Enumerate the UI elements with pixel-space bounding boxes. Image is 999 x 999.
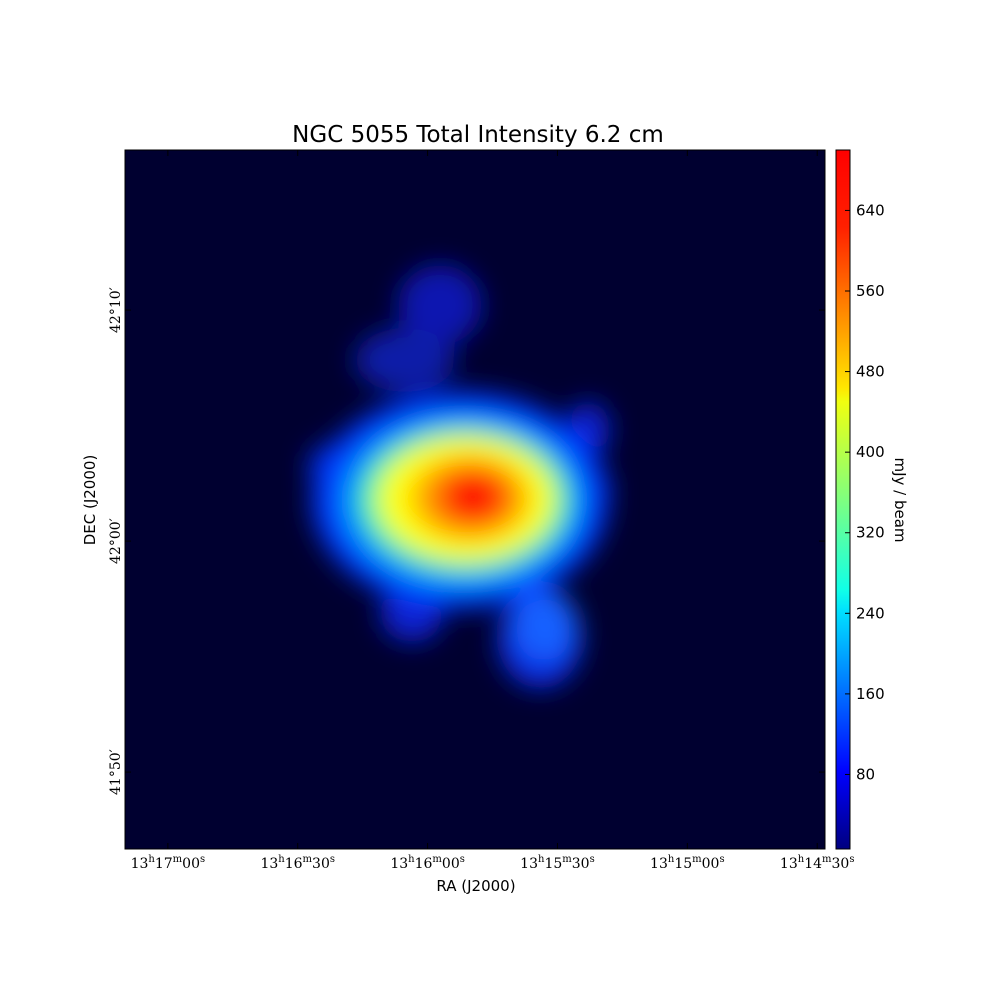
y-axis-label: DEC (J2000): [81, 455, 99, 546]
x-tick-label: 13h16m30s: [260, 854, 335, 872]
y-tick-label: 42°10′: [108, 287, 124, 333]
colorbar-tick-label: 160: [856, 685, 885, 703]
x-tick-label: 13h16m00s: [390, 854, 465, 872]
colorbar-tick-label: 320: [856, 524, 885, 542]
y-tick-label: 41°50′: [108, 749, 124, 795]
colorbar-tick-label: 80: [856, 765, 875, 783]
colorbar: [835, 149, 851, 850]
x-tick-label: 13h15m00s: [650, 854, 725, 872]
y-tick-label: 42°00′: [108, 518, 124, 564]
x-tick-label: 13h15m30s: [520, 854, 595, 872]
colorbar-tick-label: 400: [856, 443, 885, 461]
colorbar-tick-label: 480: [856, 363, 885, 381]
x-tick-label: 13h17m00s: [131, 854, 206, 872]
x-axis-label: RA (J2000): [436, 877, 515, 895]
chart-title: NGC 5055 Total Intensity 6.2 cm: [292, 122, 664, 148]
plot-frame: [124, 149, 826, 850]
colorbar-tick-label: 640: [856, 201, 885, 219]
intensity-image: [125, 150, 825, 849]
colorbar-tick-label: 240: [856, 604, 885, 622]
colorbar-label: mJy / beam: [891, 457, 909, 542]
colorbar-tick-label: 560: [856, 282, 885, 300]
x-tick-label: 13h14m30s: [780, 854, 855, 872]
